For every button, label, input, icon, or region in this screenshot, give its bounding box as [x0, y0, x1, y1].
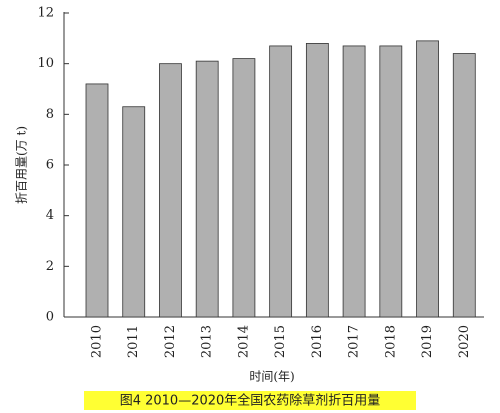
x-tick-label: 2012 [163, 325, 178, 358]
bar [379, 45, 403, 318]
bar [342, 45, 366, 318]
y-tick-label: 0 [46, 310, 54, 325]
bar [195, 60, 219, 318]
x-tick-label: 2019 [420, 325, 435, 358]
y-tick-label: 4 [46, 208, 54, 223]
bar [159, 63, 182, 318]
x-tick-label: 2013 [200, 325, 215, 358]
x-tick-label: 2016 [310, 325, 325, 358]
y-axis-label: 折百用量(万 t) [14, 126, 29, 204]
caption-highlight [84, 391, 416, 410]
x-tick-label: 2017 [347, 325, 362, 358]
bar [122, 106, 146, 318]
y-tick-label: 12 [37, 6, 54, 21]
y-tick-label: 8 [46, 107, 54, 122]
x-tick-label: 2015 [273, 325, 288, 358]
y-tick-label: 2 [46, 259, 54, 274]
x-tick-label: 2014 [236, 325, 251, 358]
bar [232, 58, 256, 318]
bar [305, 43, 329, 318]
bar [452, 53, 476, 318]
y-tick-label: 6 [46, 158, 54, 173]
bar [85, 83, 109, 318]
x-tick-label: 2020 [457, 325, 472, 358]
x-tick-label: 2011 [126, 325, 141, 358]
x-axis-label: 时间(年) [249, 370, 294, 384]
x-tick-label: 2018 [383, 325, 398, 358]
x-tick-label: 2010 [90, 325, 105, 358]
bar [269, 45, 293, 318]
bar [416, 40, 439, 318]
y-tick-label: 10 [37, 56, 54, 71]
chart-title: 图4 2010—2020年全国农药除草剂折百用量 [120, 393, 381, 409]
